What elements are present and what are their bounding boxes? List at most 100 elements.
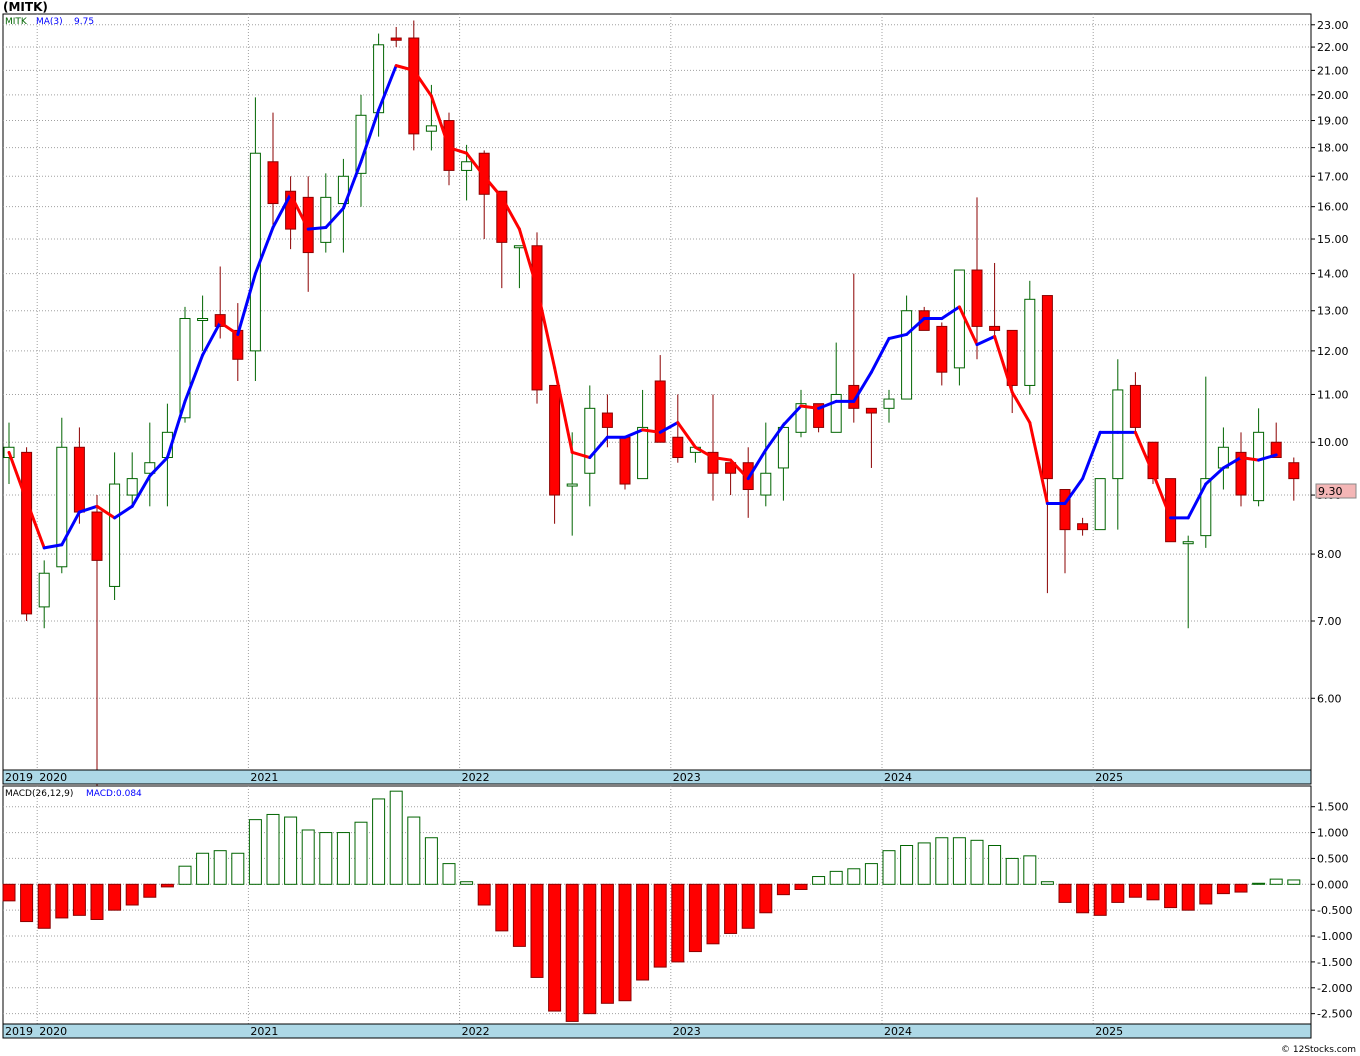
ma-segment [324, 206, 345, 229]
price-tick-label: 7.00 [1317, 615, 1342, 628]
macd-tick-label: -2.500 [1317, 1008, 1352, 1021]
macd-bars [2, 790, 1301, 1022]
candle-body [126, 478, 138, 496]
candle-body [1006, 329, 1018, 386]
price-tick-label: 21.00 [1317, 64, 1349, 77]
candle-body [1129, 384, 1141, 428]
ma-segment [1010, 390, 1032, 425]
ma-segment [535, 286, 557, 370]
ma-segment [957, 305, 979, 347]
candlesticks [3, 20, 1300, 790]
candle-body [425, 125, 437, 132]
macd-bar [90, 883, 104, 920]
macd-bar [1146, 883, 1160, 901]
ma-segment [1204, 466, 1225, 486]
ma-segment [1081, 430, 1102, 481]
ma-segment [500, 195, 521, 231]
price-tick-label: 10.00 [1317, 436, 1349, 449]
candle-body [883, 398, 895, 409]
macd-bar [1093, 883, 1107, 916]
candle-body [989, 325, 1001, 331]
price-grid [3, 14, 1311, 770]
ma-segment [641, 428, 662, 434]
ma-segment [25, 499, 46, 550]
ma-segment [1028, 421, 1049, 505]
ma-segment [1239, 456, 1261, 462]
last-price-label: 9.30 [1318, 485, 1343, 498]
price-tick-label: 6.00 [1317, 692, 1342, 705]
candle-body [865, 407, 877, 414]
candle-body [1094, 478, 1106, 531]
candle-body [267, 161, 279, 205]
ma-segment [781, 404, 803, 427]
ma-segment [447, 146, 469, 155]
ma-segment [1221, 456, 1243, 470]
ma-segment [253, 225, 275, 276]
year-label: 2021 [250, 771, 278, 784]
macd-bar [864, 863, 878, 885]
ma-segment [588, 435, 609, 460]
macd-bar [1252, 882, 1266, 885]
candle-body [725, 462, 737, 474]
candle-body [1288, 462, 1300, 480]
ma-segment [465, 151, 486, 178]
ma-segment [165, 399, 187, 460]
macd-bar [794, 883, 808, 890]
macd-bar [1040, 881, 1054, 885]
candle-body [584, 407, 596, 474]
price-tick-label: 8.00 [1317, 548, 1342, 561]
year-label: 2020 [39, 1025, 67, 1038]
macd-bar [1128, 883, 1142, 898]
candle-body [777, 426, 789, 469]
candle-body [531, 245, 543, 391]
ma-segment [764, 423, 785, 452]
candle-body [478, 152, 490, 195]
macd-bar [143, 883, 157, 898]
ma-segment [148, 456, 169, 478]
macd-bar [160, 883, 174, 888]
macd-bar [741, 883, 755, 929]
candle-body [654, 380, 666, 443]
macd-bar [301, 829, 315, 885]
macd-bar [512, 883, 526, 947]
macd-y-axis: 1.500 1.000 0.500 0.000 -0.500 -1.000 -1.500 -2… [1311, 801, 1352, 1021]
ma-segment [429, 94, 451, 150]
candle-body [320, 196, 332, 243]
macd-bar [688, 883, 702, 953]
candle-body [830, 393, 842, 433]
candle-body [936, 325, 948, 373]
price-tick-label: 18.00 [1317, 142, 1349, 155]
macd-bar [196, 852, 210, 885]
macd-bar [812, 876, 826, 885]
macd-bar [477, 883, 491, 906]
macd-bar [72, 883, 86, 916]
year-label: 2022 [462, 1025, 490, 1038]
macd-bar [776, 883, 790, 896]
candle-body [1165, 478, 1177, 543]
candle-body [1270, 441, 1282, 459]
ma-segment [42, 543, 64, 550]
candle-body [109, 483, 121, 587]
symbol-legend: MITK [5, 17, 28, 27]
year-label: 2019 [5, 771, 33, 784]
chart-title: (MITK) [3, 0, 48, 14]
candle-body [461, 161, 473, 171]
candle-body [549, 384, 561, 496]
candle-body [971, 269, 983, 327]
macd-tick-label: 0.500 [1317, 852, 1349, 865]
candle-body [302, 196, 314, 254]
ma-segment [746, 448, 768, 481]
ma-segment [817, 399, 838, 410]
macd-bar [319, 832, 333, 885]
ma-segment [729, 458, 750, 481]
macd-bar [759, 883, 773, 914]
ma-segment [1186, 482, 1208, 520]
candle-body [566, 483, 578, 487]
macd-bar [20, 883, 34, 923]
macd-tick-label: 1.000 [1317, 827, 1349, 840]
ma-segment [341, 160, 363, 210]
price-tick-label: 23.00 [1317, 19, 1349, 32]
candle-body [1041, 295, 1053, 480]
year-label: 2025 [1095, 1025, 1123, 1038]
